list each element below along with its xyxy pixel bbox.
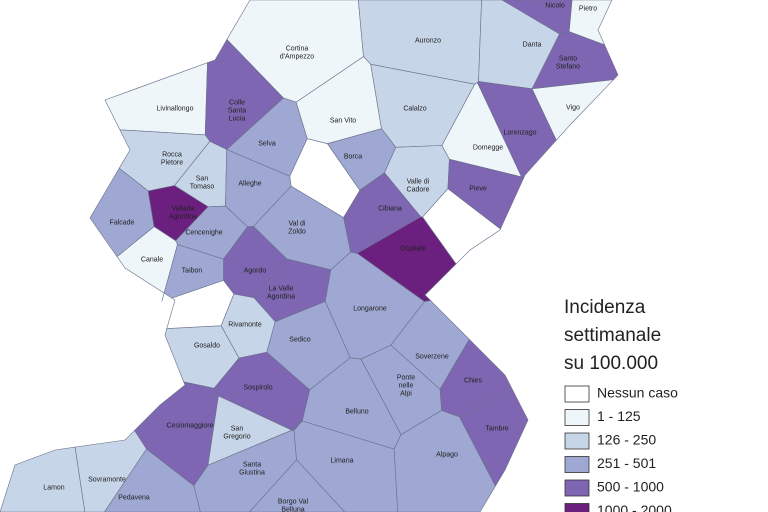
municipality-label: nelle (399, 383, 414, 390)
municipality-label: Zoldo (288, 229, 306, 236)
municipality-label: San (231, 426, 244, 433)
municipality-label: Pedavena (118, 495, 150, 502)
municipality (104, 448, 201, 512)
municipality-label: Cortina (286, 46, 309, 53)
municipality-label: Pietro (579, 6, 597, 13)
municipality-label: Rocca (162, 152, 182, 159)
municipality-label: Cadore (407, 187, 430, 194)
municipality-label: Sovramonte (88, 477, 126, 484)
municipality-label: Sospirolo (243, 385, 272, 392)
municipality (249, 459, 346, 512)
municipality-label: Alpago (436, 452, 458, 459)
municipality-label: Alpi (400, 391, 412, 398)
legend-title: Incidenza (564, 297, 646, 318)
municipality-label: Tambre (485, 426, 508, 433)
municipality-label: d'Ampezzo (280, 54, 315, 61)
municipality (0, 446, 86, 512)
municipality-label: Auronzo (415, 38, 441, 45)
municipality-label: Danta (523, 42, 542, 49)
municipality-label: Calalzo (403, 106, 426, 113)
legend-label: 1 - 125 (597, 408, 641, 424)
municipality-label: Valle di (407, 179, 430, 186)
legend-title: su 100.000 (564, 353, 658, 374)
municipality-label: Gosaldo (194, 343, 220, 350)
municipality-label: La Valle (269, 286, 294, 293)
municipality-label: Rivamonte (228, 322, 262, 329)
municipality-label: Lorenzago (503, 130, 536, 137)
municipality-label: Chies (464, 378, 482, 385)
municipality-label: Livinallongo (157, 106, 194, 113)
legend-label: 251 - 501 (597, 455, 656, 471)
municipality-label: Pieve (469, 186, 487, 193)
municipality-label: Lucia (229, 116, 246, 123)
municipality-label: Santa (228, 108, 246, 115)
municipality-label: Cencenighe (185, 230, 222, 237)
municipality-label: Ospitale (400, 246, 426, 253)
municipality-label: Cibiana (378, 206, 402, 213)
municipality-label: Longarone (353, 306, 387, 313)
legend-label: Nessun caso (597, 385, 678, 401)
municipality-label: Giustina (239, 470, 265, 477)
municipality-label: Belluno (345, 409, 368, 416)
municipality (447, 158, 524, 230)
municipality (458, 389, 529, 487)
municipality-label: Alleghe (238, 181, 261, 188)
legend-swatch (564, 385, 590, 403)
municipality-label: Tomaso (190, 184, 215, 191)
municipality-label: Ponte (397, 375, 415, 382)
legend-swatch (564, 432, 590, 450)
municipality-label: Sedico (289, 337, 311, 344)
municipality-label: Colle (229, 100, 245, 107)
municipality (116, 226, 178, 302)
municipality-label: Vigo (566, 105, 580, 112)
legend-label: 500 - 1000 (597, 479, 664, 495)
legend-label: 1000 - 2000 (597, 502, 672, 512)
municipality-label: Taibon (182, 268, 203, 275)
legend-swatch (564, 456, 590, 473)
municipality-label: Limana (331, 458, 354, 465)
municipality (393, 410, 496, 512)
municipality-label: Val di (289, 221, 306, 228)
municipality (422, 188, 501, 265)
legend-label: 126 - 250 (597, 432, 656, 448)
municipality (166, 280, 235, 329)
municipality-label: Soverzene (415, 354, 449, 361)
municipality-label: Borgo Val (278, 499, 309, 506)
municipality-label: Selva (258, 141, 276, 148)
municipality-label: San (196, 176, 209, 183)
municipality-label: Stefano (556, 64, 580, 71)
municipality (104, 62, 208, 136)
municipality-label: Canale (141, 257, 163, 264)
municipality-label: Agordo (244, 268, 267, 275)
municipality (289, 138, 361, 218)
municipality-label: San Vito (330, 118, 356, 125)
legend-swatch (564, 409, 590, 426)
municipality-label: Gregorio (223, 434, 250, 441)
municipality (568, 0, 613, 46)
municipality-label: Nicolo (545, 3, 565, 10)
municipality-label: Santa (243, 462, 261, 469)
legend-swatch (564, 479, 590, 497)
municipality-label: Vallada (172, 206, 195, 213)
legend-title: settimanale (564, 325, 661, 346)
municipality-label: Cesiomaggiore (166, 423, 213, 430)
municipality-label: Belluna (281, 507, 304, 512)
municipality-label: Santo (559, 56, 577, 63)
municipality-label: Lamon (43, 485, 65, 492)
municipality (293, 420, 398, 512)
municipality-label: Borca (344, 154, 362, 161)
legend-swatch (564, 503, 590, 512)
municipality-label: Pietore (161, 160, 183, 167)
municipality-label: Agordina (169, 214, 197, 221)
municipality-label: Domegge (473, 145, 503, 152)
municipality-label: Falcade (110, 220, 135, 227)
municipality-label: Agordina (267, 294, 295, 301)
